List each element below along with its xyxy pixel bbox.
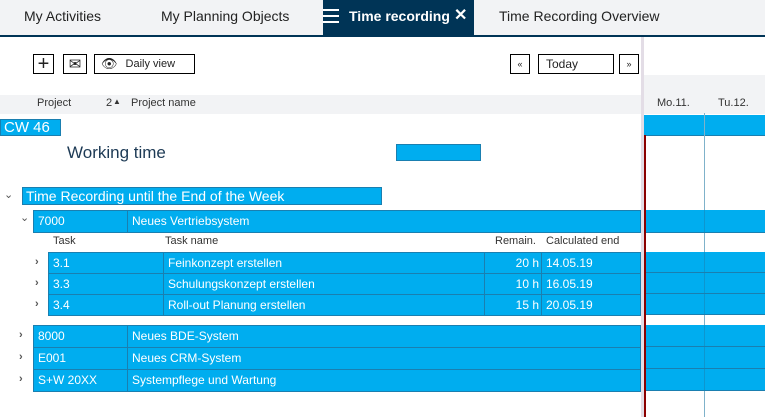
working-time-bar [396,144,481,161]
today-label: Today [546,57,579,71]
project-name: Neues BDE-System [132,329,239,343]
project-id: 8000 [34,326,128,347]
project-id: 7000 [34,211,128,232]
col-project-name[interactable]: Project name [131,97,196,109]
project-name: Neues Vertriebsystem [132,214,250,228]
task-name: Feinkonzept erstellen [164,253,485,273]
task-name: Schulungskonzept erstellen [164,274,485,294]
project-id: E001 [34,348,128,369]
project-name: Systempflege und Wartung [132,373,277,387]
next-button[interactable]: » [619,54,639,74]
tab-label: My Planning Objects [161,8,290,24]
task-calculated-end: 16.05.19 [546,277,593,291]
task-row[interactable]: 3.3 Schulungskonzept erstellen 10 h 16.0… [48,273,641,295]
eye-icon: 👁 [101,56,118,71]
expand-icon[interactable]: › [35,256,39,268]
task-row[interactable]: 3.1 Feinkonzept erstellen 20 h 14.05.19 [48,252,641,274]
task-id: 3.4 [49,295,164,315]
column-header: Project 2 ▲ Project name [0,95,641,114]
previous-button[interactable]: « [510,54,530,74]
group-header[interactable]: Time Recording until the End of the Week [22,187,382,205]
tab-label: My Activities [24,8,102,24]
tab-my-planning-objects[interactable]: My Planning Objects [140,0,323,37]
project-name: Neues CRM-System [132,351,242,365]
task-calculated-end: 20.05.19 [546,298,593,312]
sort-order: 2 [106,97,113,109]
close-icon[interactable]: ✕ [454,7,468,24]
prev-icon: « [517,59,523,69]
working-time-label: Working time [67,143,166,162]
task-calculated-end: 14.05.19 [546,256,593,270]
day-tuesday: Tu.12. [718,97,749,109]
col-calculated-end[interactable]: Calculated end [546,235,620,247]
today-line [644,135,646,417]
email-button[interactable]: ✉ [63,54,87,74]
task-remaining: 15 h [485,295,542,315]
col-task[interactable]: Task [53,235,76,247]
project-row[interactable]: 7000 Neues Vertriebsystem [33,210,641,233]
expand-icon[interactable]: › [19,351,23,363]
pane-splitter[interactable] [641,37,644,417]
plus-icon: + [37,52,50,75]
task-remaining: 20 h [485,253,542,273]
expand-icon[interactable]: › [19,329,23,341]
col-project[interactable]: Project [37,97,72,109]
sort-asc-icon[interactable]: ▲ [113,97,121,106]
expand-icon[interactable]: › [35,298,39,310]
daily-view-label: Daily view [125,58,176,70]
tab-my-activities[interactable]: My Activities [0,0,140,37]
task-row[interactable]: 3.4 Roll-out Planung erstellen 15 h 20.0… [48,294,641,316]
day-monday: Mo.11. [657,97,690,109]
project-row[interactable]: 8000 Neues BDE-System [33,325,641,348]
week-label: CW 46 [0,119,61,136]
col-remain[interactable]: Remain. [495,235,536,247]
col-task-name[interactable]: Task name [165,235,219,247]
task-id: 3.1 [49,253,164,273]
tab-time-recording[interactable]: Time recording ✕ [323,0,474,37]
tab-time-recording-overview[interactable]: Time Recording Overview [474,0,674,37]
today-button[interactable]: Today [538,54,614,74]
project-id: S+W 20XX [34,370,128,391]
tab-bar: My Activities My Planning Objects Time r… [0,0,765,37]
task-name: Roll-out Planung erstellen [164,295,485,315]
calendar-grid [644,113,765,417]
collapse-icon[interactable]: ⌄ [20,212,30,224]
expand-icon[interactable]: › [19,373,23,385]
task-id: 3.3 [49,274,164,294]
expand-icon[interactable]: › [35,277,39,289]
project-row[interactable]: S+W 20XX Systempflege und Wartung [33,369,641,392]
daily-view-button[interactable]: 👁 Daily view [94,54,195,74]
menu-icon[interactable] [323,9,339,23]
task-remaining: 10 h [485,274,542,294]
collapse-icon[interactable]: ⌄ [4,189,14,201]
envelope-icon: ✉ [68,56,82,73]
next-icon: » [626,59,632,69]
day-header: Mo.11. Tu.12. [644,75,765,114]
tab-label: Time recording [349,8,450,24]
project-row[interactable]: E001 Neues CRM-System [33,347,641,370]
add-button[interactable]: + [33,52,54,75]
tab-label: Time Recording Overview [499,8,660,24]
